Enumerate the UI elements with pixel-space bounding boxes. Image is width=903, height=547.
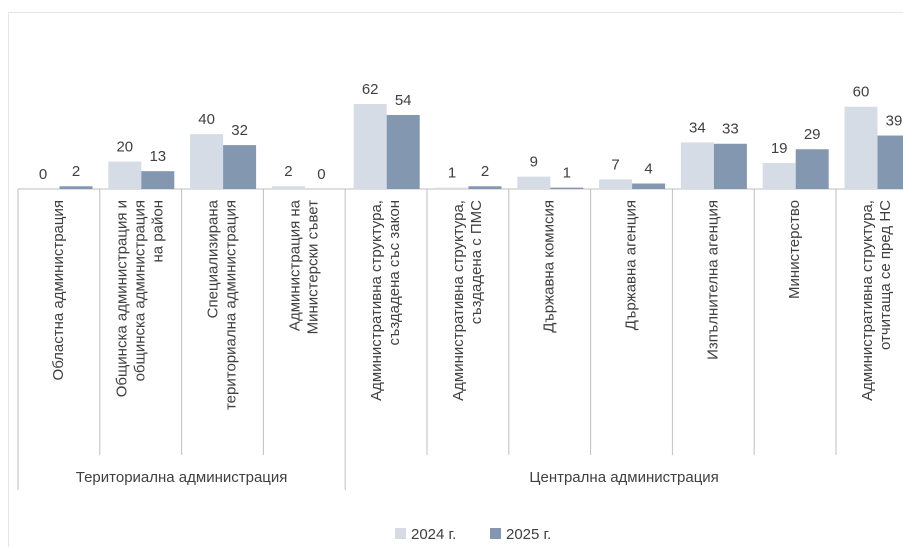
value-label: 33 bbox=[722, 121, 739, 138]
value-label: 2 bbox=[284, 163, 292, 180]
value-label: 0 bbox=[317, 166, 325, 183]
value-label: 60 bbox=[853, 84, 870, 101]
value-label: 34 bbox=[689, 119, 706, 136]
bar bbox=[762, 162, 796, 189]
value-label: 32 bbox=[231, 122, 248, 139]
bar bbox=[550, 187, 584, 189]
bar bbox=[353, 104, 387, 189]
group-label: Териториална администрация bbox=[76, 469, 288, 486]
category-label: отчитаща се пред НС bbox=[877, 200, 894, 350]
bar bbox=[108, 161, 142, 189]
bar bbox=[141, 171, 175, 189]
value-label: 9 bbox=[530, 154, 538, 171]
value-label: 1 bbox=[448, 165, 456, 182]
bar bbox=[190, 134, 224, 189]
category-label: на район bbox=[150, 200, 167, 262]
value-label: 40 bbox=[198, 111, 215, 128]
bar bbox=[877, 135, 903, 189]
value-label: 62 bbox=[362, 81, 379, 98]
bar bbox=[795, 149, 829, 189]
group-label: Централна администрация bbox=[529, 469, 718, 486]
category-label: Администрация на bbox=[286, 199, 303, 331]
value-label: 20 bbox=[116, 139, 133, 156]
category-label: Специализирана bbox=[204, 199, 221, 318]
category-label: Изпълнителна агенция bbox=[704, 200, 721, 360]
bar bbox=[680, 142, 714, 189]
bar bbox=[223, 145, 257, 189]
bar bbox=[271, 186, 305, 189]
bar bbox=[713, 143, 747, 189]
value-label: 54 bbox=[395, 92, 412, 109]
legend-swatch bbox=[490, 528, 501, 539]
bar bbox=[517, 176, 551, 189]
value-label: 7 bbox=[611, 156, 619, 173]
category-label: създадена със закон bbox=[386, 200, 403, 346]
bar bbox=[386, 114, 420, 189]
value-label: 2 bbox=[481, 163, 489, 180]
value-label: 19 bbox=[771, 140, 788, 157]
category-label: Административна структура, bbox=[368, 200, 385, 401]
category-label: Министерски съвет bbox=[304, 200, 321, 335]
value-label: 0 bbox=[39, 166, 47, 183]
legend-label: 2024 г. bbox=[411, 526, 456, 543]
category-label: Държавна комисия bbox=[541, 200, 558, 333]
category-label: Административна структура, bbox=[450, 200, 467, 401]
bar bbox=[599, 179, 633, 189]
category-label: създадена с ПМС bbox=[468, 200, 485, 324]
value-label: 4 bbox=[644, 160, 652, 177]
bar bbox=[59, 186, 93, 189]
value-label: 13 bbox=[149, 148, 166, 165]
value-label: 1 bbox=[563, 165, 571, 182]
bar bbox=[468, 186, 502, 189]
bar bbox=[435, 187, 469, 189]
category-label: Министерство bbox=[786, 200, 803, 299]
category-label: Административна структура, bbox=[859, 200, 876, 401]
value-label: 39 bbox=[886, 113, 903, 130]
category-label: Общинска администрация и bbox=[114, 200, 131, 397]
category-label: общинска администрация bbox=[132, 200, 149, 381]
legend-swatch bbox=[395, 528, 406, 539]
category-label: териториална администрация bbox=[222, 200, 239, 410]
frame bbox=[8, 12, 903, 547]
category-label: Областна администрация bbox=[50, 200, 67, 380]
legend-label: 2025 г. bbox=[506, 526, 551, 543]
category-label: Държавна агенция bbox=[622, 200, 639, 330]
bar bbox=[844, 106, 878, 189]
value-label: 29 bbox=[804, 126, 821, 143]
bar bbox=[632, 183, 666, 189]
value-label: 2 bbox=[72, 163, 80, 180]
